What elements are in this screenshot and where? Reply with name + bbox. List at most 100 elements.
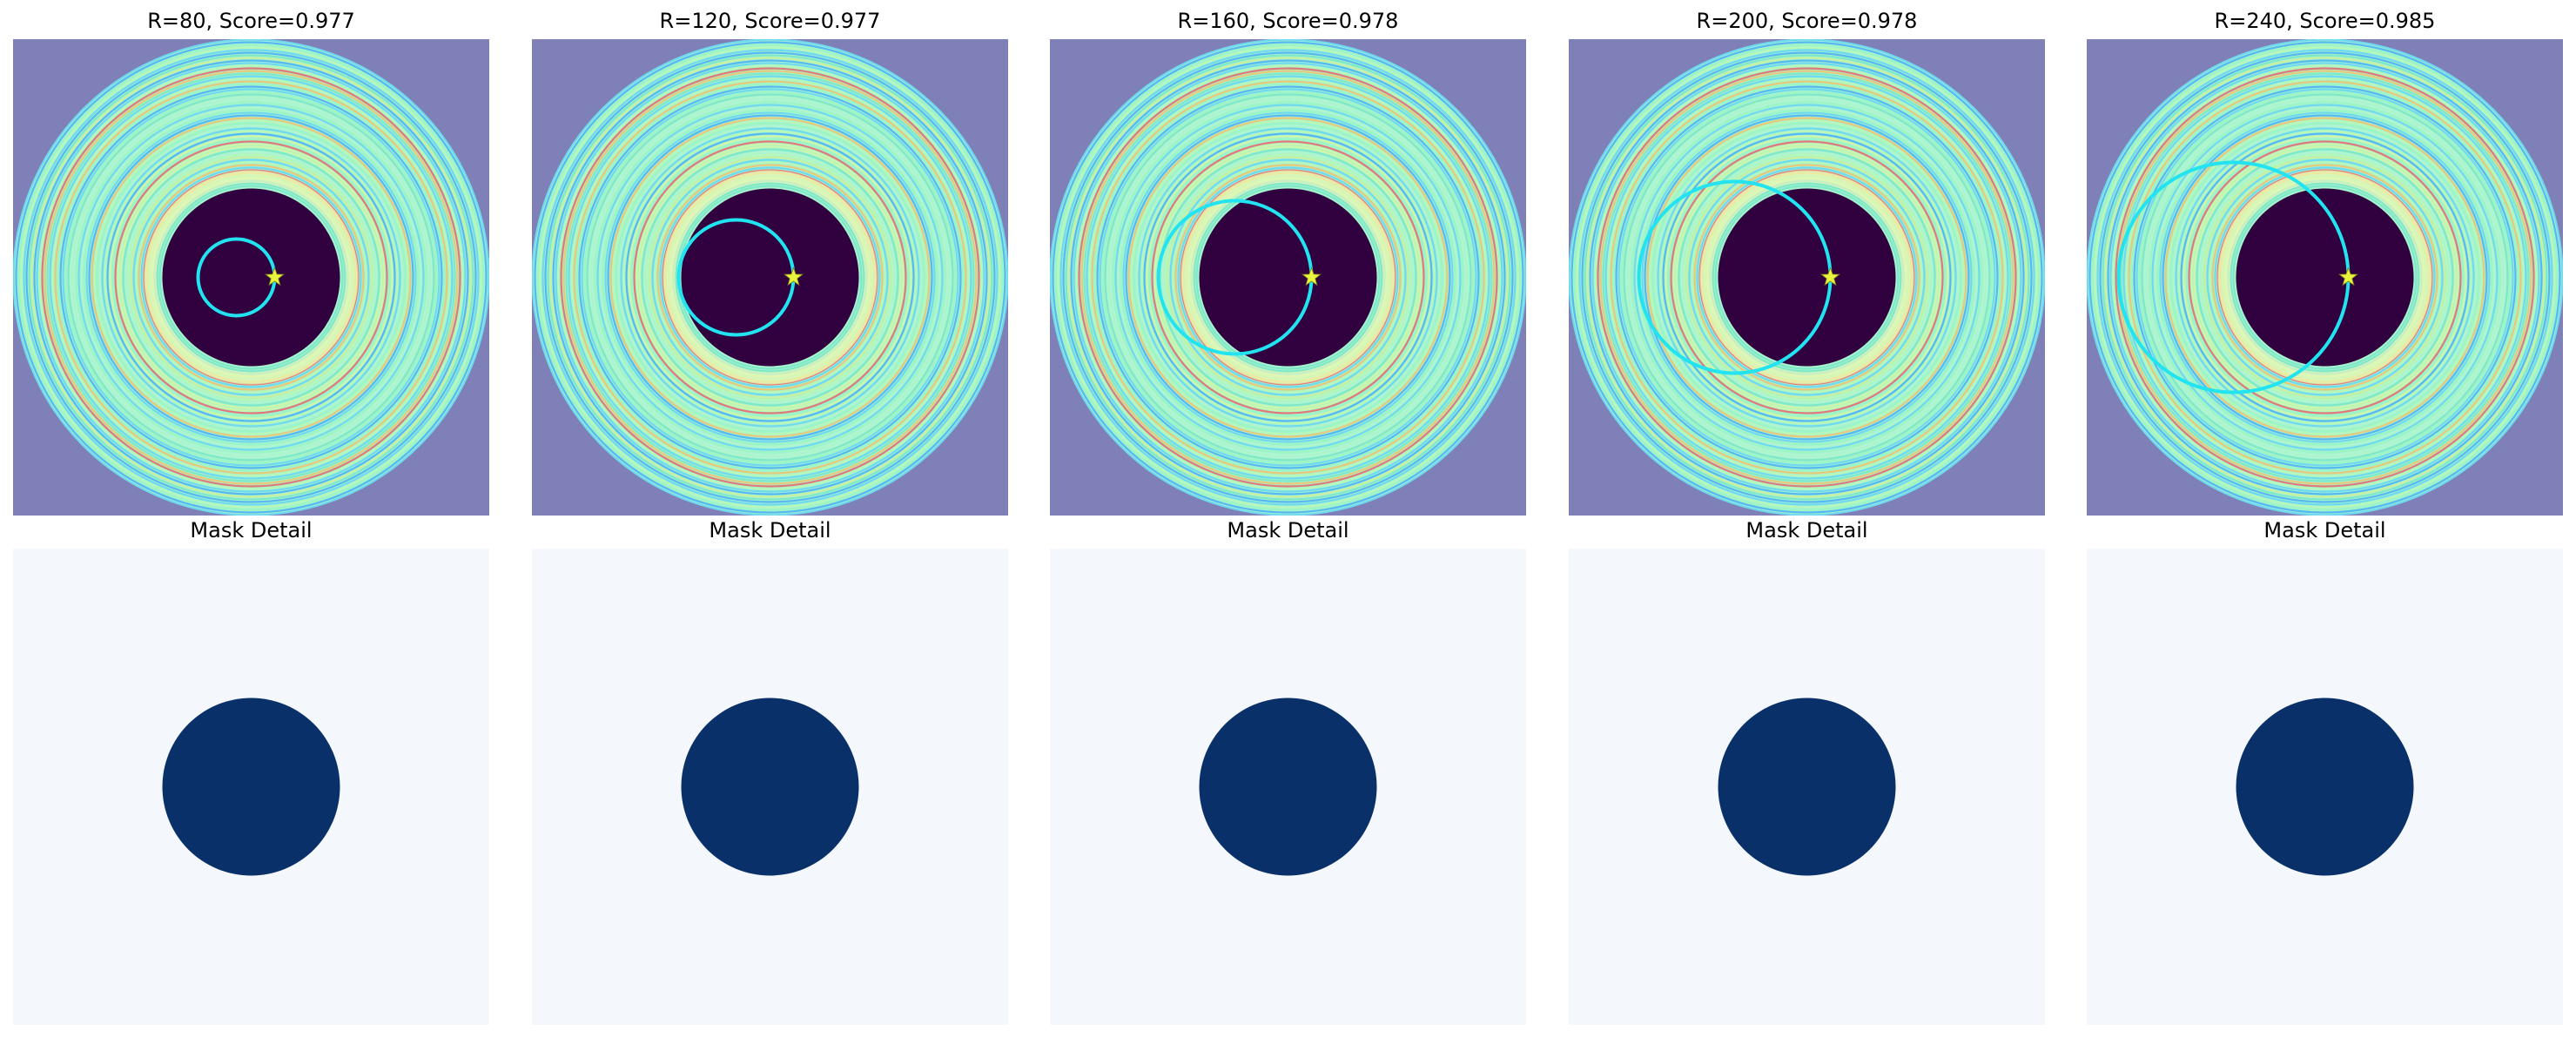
ring-band: [1675, 145, 1939, 409]
ring-band: [1054, 44, 1522, 511]
ring-band: [57, 83, 446, 472]
ring-band: [612, 119, 928, 435]
ring-band: [1057, 46, 1519, 509]
ring-band: [1070, 59, 1506, 495]
ring-band: [568, 75, 972, 480]
ring-band: [2193, 145, 2457, 409]
ring-band: [536, 44, 1004, 511]
ring-band: [2190, 143, 2459, 412]
ring-band: [1597, 67, 2017, 488]
ring-band: [1573, 44, 2041, 511]
ring-band: [2201, 153, 2449, 401]
ring-band: [124, 151, 378, 404]
ring-band: [625, 132, 915, 422]
ring-band: [1099, 88, 1477, 467]
ring-band: [607, 114, 933, 441]
ring-band: [602, 109, 938, 446]
ring-band: [1569, 39, 2045, 516]
ring-band: [1623, 93, 1991, 462]
ring-band: [1591, 62, 2022, 493]
ring-band: [1080, 70, 1496, 485]
panel-title-r200: R=200, Score=0.978: [1696, 9, 1918, 33]
ring-band: [573, 80, 967, 475]
ring-band: [1151, 140, 1425, 415]
ring-band: [127, 153, 375, 401]
ring-band: [2149, 101, 2501, 454]
ring-band: [117, 143, 386, 412]
ring-band: [675, 182, 865, 373]
ring-band: [1654, 125, 1960, 430]
ring-band: [1651, 122, 1962, 433]
ring-band: [541, 49, 999, 506]
mask-disk: [1718, 698, 1896, 876]
ring-band: [46, 72, 456, 482]
ring-band: [565, 72, 975, 482]
ring-band: [2206, 158, 2444, 396]
ring-band: [2196, 148, 2454, 407]
ring-band: [104, 130, 399, 425]
ring-band: [132, 158, 370, 396]
ring-band: [1174, 164, 1402, 391]
ring-band: [1615, 85, 1999, 469]
mask-image: [13, 549, 489, 1025]
ring-band: [1120, 109, 1456, 446]
ring-band: [2162, 114, 2488, 441]
ring-band: [575, 83, 965, 472]
ring-band: [1140, 130, 1436, 425]
ring-band: [2087, 39, 2563, 516]
ring-band: [83, 109, 420, 446]
ring-band: [1112, 101, 1464, 454]
ring-band: [2172, 125, 2478, 430]
ring-band: [1093, 83, 1483, 472]
ring-band: [589, 96, 952, 459]
inner-disk: [1199, 188, 1377, 367]
ring-band: [2088, 41, 2561, 514]
ring-band: [649, 156, 891, 399]
ring-band: [2175, 127, 2475, 428]
ring-band: [72, 98, 430, 456]
ring-band: [2214, 166, 2436, 388]
ring-band: [552, 59, 988, 495]
ring-band: [41, 67, 461, 488]
ring-panel-r80: [13, 39, 489, 516]
inner-disk: [2236, 188, 2414, 367]
ring-band: [1101, 91, 1475, 464]
ring-band: [532, 39, 1008, 516]
ring-band: [2151, 104, 2499, 451]
ring-band: [1644, 114, 1970, 441]
ring-band: [591, 98, 949, 456]
ring-band: [138, 164, 365, 391]
ring-band: [140, 166, 362, 388]
ring-band: [2156, 109, 2493, 446]
ring-band: [1114, 104, 1462, 451]
mask-image: [1050, 549, 1526, 1025]
ring-band: [594, 101, 946, 454]
mask-panel-4: [1569, 549, 2045, 1025]
ring-band: [2125, 78, 2525, 477]
ring-band: [44, 70, 459, 485]
inner-disk: [162, 188, 340, 367]
ring-band: [106, 132, 396, 422]
ring-band: [2120, 72, 2530, 482]
ring-band: [2180, 132, 2470, 422]
ring-band: [2230, 182, 2420, 373]
ring-band: [1631, 101, 1983, 454]
ring-band: [2104, 57, 2546, 498]
ring-band: [2188, 140, 2462, 415]
ring-band: [1133, 122, 1443, 433]
ring-band: [1109, 98, 1467, 456]
ring-band: [2096, 49, 2553, 506]
ring-band: [620, 127, 920, 428]
ring-band: [656, 164, 884, 391]
ring-band: [2091, 44, 2559, 511]
mask-panel-1: [13, 549, 489, 1025]
ring-band: [2102, 54, 2548, 501]
ring-band: [158, 185, 344, 370]
mask-title-4: Mask Detail: [1745, 518, 1868, 543]
ring-band: [2107, 59, 2543, 495]
ring-band: [1091, 80, 1485, 475]
ring-band: [534, 41, 1006, 514]
ring-band: [2094, 46, 2556, 509]
ring-band: [604, 111, 936, 443]
ring-band: [1693, 164, 1920, 391]
